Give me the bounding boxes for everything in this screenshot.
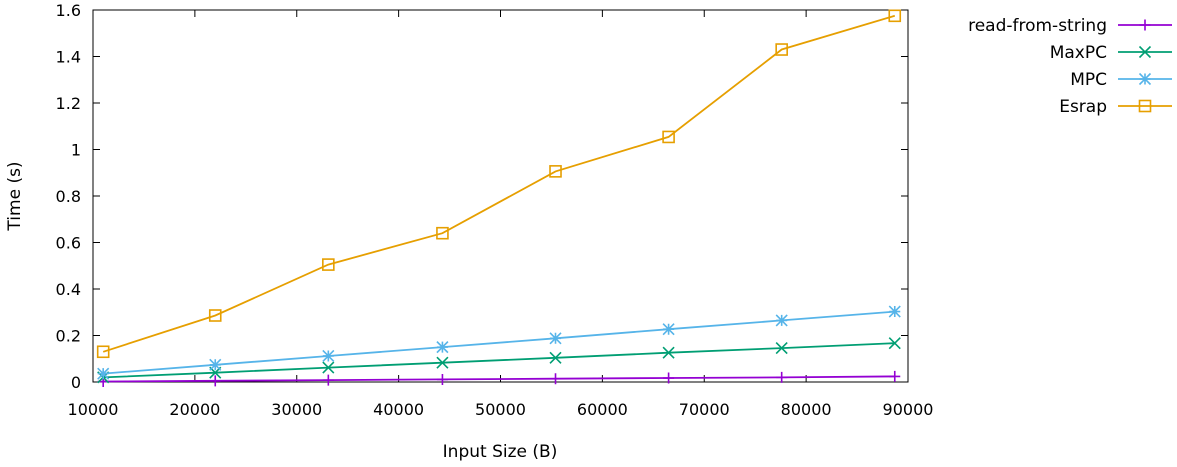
data-point — [322, 258, 335, 271]
legend-marker — [1139, 19, 1151, 31]
data-point — [322, 374, 334, 386]
data-point — [775, 314, 788, 327]
x-tick-label: 60000 — [577, 400, 628, 419]
y-axis-label: Time (s) — [5, 161, 25, 231]
data-point — [662, 323, 675, 336]
series-line — [103, 375, 895, 383]
y-tick-label: 0.2 — [56, 327, 81, 346]
y-tick-label: 0.6 — [56, 234, 81, 253]
data-point — [209, 358, 222, 371]
data-point — [322, 349, 335, 363]
x-tick-label: 40000 — [373, 400, 424, 419]
y-tick-label: 1.6 — [56, 1, 81, 20]
plot-frame — [92, 9, 909, 383]
data-point — [889, 370, 901, 382]
data-point — [322, 361, 335, 374]
series-layer — [96, 9, 902, 388]
data-point — [888, 305, 901, 318]
legend-marker — [1138, 99, 1152, 113]
legend-label: MaxPC — [1050, 43, 1107, 63]
y-tick-label: 0.8 — [56, 187, 81, 206]
series-line — [103, 310, 895, 375]
x-axis-label: Input Size (B) — [443, 442, 558, 462]
data-point — [436, 356, 449, 369]
data-point — [436, 373, 448, 385]
legend-label: MPC — [1070, 70, 1107, 90]
legend-label: Esrap — [1059, 97, 1107, 117]
data-point — [96, 345, 110, 359]
legend-marker — [1138, 72, 1152, 86]
series-line — [103, 342, 895, 379]
y-tick-label: 1.4 — [56, 48, 81, 67]
x-tick-label: 80000 — [781, 400, 832, 419]
legend-label: read-from-string — [968, 16, 1107, 36]
data-point — [775, 43, 788, 56]
series-mpc — [97, 305, 901, 380]
data-point — [776, 371, 788, 383]
data-point — [436, 341, 449, 354]
series-maxpc — [97, 337, 901, 384]
x-tick-label: 90000 — [883, 400, 934, 419]
data-point — [436, 226, 449, 240]
data-point — [549, 351, 562, 364]
y-tick-label: 1 — [71, 141, 81, 160]
axes: 10000 20000 30000 40000 50000 60000 70000 80000… — [56, 1, 934, 419]
legend: read-from-string MaxPC MPC Esrap — [968, 16, 1172, 117]
data-point — [775, 341, 788, 355]
data-point — [662, 130, 675, 144]
data-point — [209, 375, 221, 387]
y-tick-label: 0.4 — [56, 280, 81, 299]
data-point — [888, 9, 902, 23]
x-tick-label: 10000 — [68, 400, 119, 419]
x-tick-label: 70000 — [679, 400, 730, 419]
data-point — [662, 346, 675, 359]
x-tick-label: 20000 — [169, 400, 220, 419]
data-point — [888, 337, 901, 350]
x-tick-label: 30000 — [271, 400, 322, 419]
data-point — [549, 332, 562, 345]
data-point — [97, 367, 110, 380]
data-point — [549, 165, 562, 178]
series-line — [102, 14, 896, 353]
data-point — [208, 309, 222, 322]
legend-marker — [1138, 45, 1152, 59]
x-tick-label: 50000 — [475, 400, 526, 419]
y-tick-label: 0 — [71, 373, 81, 392]
y-tick-label: 1.2 — [56, 94, 81, 113]
data-point — [663, 372, 675, 384]
data-point — [550, 373, 562, 385]
series-esrap — [96, 9, 902, 359]
